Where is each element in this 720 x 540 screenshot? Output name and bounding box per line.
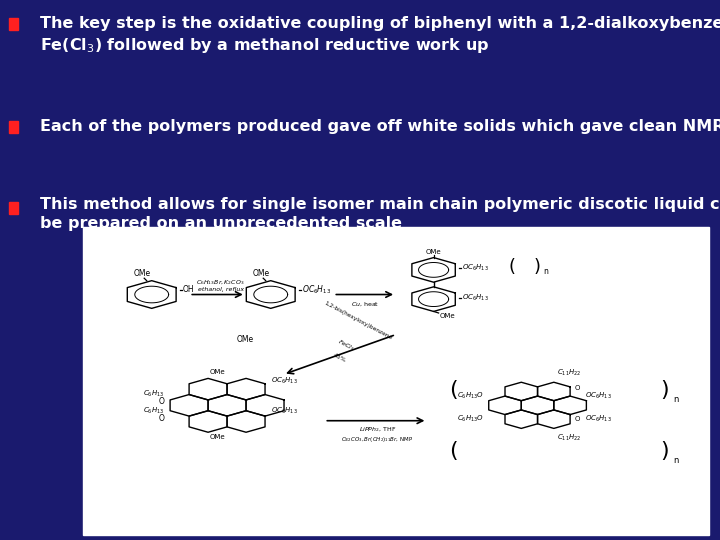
Text: O: O xyxy=(575,416,580,422)
Text: $OC_6H_{13}$: $OC_6H_{13}$ xyxy=(302,284,331,296)
Text: OMe: OMe xyxy=(237,335,254,344)
Text: The key step is the oxidative coupling of biphenyl with a 1,2-dialkoxybenzene us: The key step is the oxidative coupling o… xyxy=(40,16,720,55)
Text: $OC_6H_{13}$: $OC_6H_{13}$ xyxy=(585,414,612,424)
Text: $C_{11}H_{22}$: $C_{11}H_{22}$ xyxy=(557,367,581,377)
Text: $Cu$, heat: $Cu$, heat xyxy=(351,301,379,308)
Text: OMe: OMe xyxy=(134,269,151,278)
Text: $OC_6H_{13}$: $OC_6H_{13}$ xyxy=(462,264,489,273)
Bar xyxy=(9,18,18,30)
Text: OMe: OMe xyxy=(210,369,225,375)
Bar xyxy=(83,227,709,535)
Text: O: O xyxy=(158,414,164,423)
Bar xyxy=(9,121,18,133)
Text: ethanol, reflux: ethanol, reflux xyxy=(197,287,243,292)
Text: $C_6H_{13}Br, K_2CO_3$: $C_6H_{13}Br, K_2CO_3$ xyxy=(197,278,245,287)
Text: OMe: OMe xyxy=(440,313,456,319)
Text: $OC_6H_{13}$: $OC_6H_{13}$ xyxy=(271,376,298,386)
Text: $FeCl_3$: $FeCl_3$ xyxy=(336,337,356,353)
Text: 45%: 45% xyxy=(333,353,347,364)
Text: $C_6H_{13}$: $C_6H_{13}$ xyxy=(143,406,164,416)
Text: OMe: OMe xyxy=(210,434,225,440)
Text: (: ( xyxy=(509,258,516,276)
Text: n: n xyxy=(543,267,548,276)
Text: $C_6H_{13}$: $C_6H_{13}$ xyxy=(143,389,164,399)
Text: $LiPPh_2$, THF: $LiPPh_2$, THF xyxy=(359,426,396,434)
Text: $C_6H_{13}O$: $C_6H_{13}O$ xyxy=(457,390,485,401)
Text: n: n xyxy=(673,456,678,465)
Text: O: O xyxy=(575,385,580,391)
Text: OMe: OMe xyxy=(426,248,441,254)
Text: $Cs_2CO_3, Br(CH_2)_{11}Br$, NMP: $Cs_2CO_3, Br(CH_2)_{11}Br$, NMP xyxy=(341,435,413,444)
Text: (: ( xyxy=(449,380,457,400)
Text: $C_{11}H_{22}$: $C_{11}H_{22}$ xyxy=(557,433,581,443)
Text: (: ( xyxy=(449,442,457,462)
Text: OH: OH xyxy=(183,286,194,294)
Text: $C_6H_{13}O$: $C_6H_{13}O$ xyxy=(457,414,485,424)
Text: OMe: OMe xyxy=(253,269,270,278)
Text: 1,2-bis(hexyloxy)benzene: 1,2-bis(hexyloxy)benzene xyxy=(323,300,393,341)
Text: Each of the polymers produced gave off white solids which gave clean NMR spectra: Each of the polymers produced gave off w… xyxy=(40,119,720,134)
Text: ): ) xyxy=(534,258,541,276)
Bar xyxy=(9,202,18,214)
Text: ): ) xyxy=(660,442,669,462)
Text: $OC_6H_{13}$: $OC_6H_{13}$ xyxy=(271,406,298,416)
Text: n: n xyxy=(673,395,678,404)
Text: $OC_6H_{13}$: $OC_6H_{13}$ xyxy=(462,293,489,303)
Text: O: O xyxy=(158,397,164,406)
Text: $OC_6H_{13}$: $OC_6H_{13}$ xyxy=(585,390,612,401)
Text: ): ) xyxy=(660,380,669,400)
Text: This method allows for single isomer main chain polymeric discotic liquid crysta: This method allows for single isomer mai… xyxy=(40,197,720,231)
